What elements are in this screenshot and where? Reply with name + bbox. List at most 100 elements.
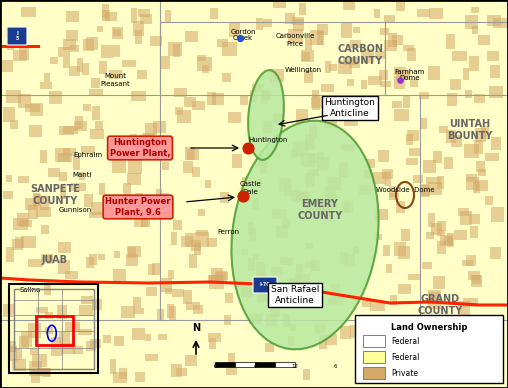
Bar [6,175,12,182]
Bar [299,3,306,16]
Bar [383,245,390,256]
Bar [45,312,53,319]
Bar [135,207,147,220]
Bar [305,38,311,50]
Bar [429,8,443,19]
Bar [386,264,392,273]
Bar [300,285,313,298]
Bar [340,326,352,339]
Bar [133,298,141,308]
Bar [192,101,205,111]
Bar [409,148,421,156]
Bar [64,39,76,50]
Bar [25,104,40,112]
Bar [331,284,339,297]
Bar [228,113,241,123]
Bar [322,84,334,92]
Bar [168,42,182,56]
Bar [389,186,396,197]
Text: Gordon
Creek: Gordon Creek [230,28,256,42]
Bar [420,118,427,129]
Bar [396,69,410,80]
Text: Castle
Dale: Castle Dale [239,182,261,194]
Bar [83,39,94,51]
Bar [427,341,438,351]
Bar [102,45,113,58]
Bar [171,364,182,377]
Bar [344,111,358,126]
Bar [205,180,211,188]
Bar [324,212,331,221]
Bar [463,298,478,307]
Bar [292,17,303,25]
Bar [174,88,187,97]
Bar [112,159,126,173]
Bar [49,91,61,104]
Text: San Rafael
Anticline: San Rafael Anticline [271,285,319,305]
Bar [40,150,47,163]
Bar [437,230,445,236]
Bar [142,133,155,141]
Bar [378,150,389,161]
Bar [273,114,282,124]
Bar [318,152,324,160]
Text: Carbonville
Price: Carbonville Price [275,33,314,47]
Bar [47,255,53,263]
Bar [144,334,151,341]
Bar [374,9,380,18]
Bar [407,48,416,61]
Bar [312,96,320,110]
Bar [89,212,103,218]
Bar [463,334,474,348]
Bar [464,356,478,365]
Text: EMERY
COUNTY: EMERY COUNTY [297,199,342,221]
Bar [145,354,158,361]
Bar [192,240,202,251]
Bar [358,370,365,379]
Text: 6: 6 [253,364,257,369]
Bar [485,196,493,204]
Bar [282,219,290,229]
Bar [183,289,193,304]
Bar [426,177,441,184]
Bar [37,206,51,217]
Bar [446,130,456,143]
Bar [353,102,363,109]
Bar [73,346,83,354]
Bar [462,260,472,267]
Bar [347,80,355,86]
Bar [252,85,264,92]
Bar [406,130,419,141]
Bar [241,249,248,255]
Bar [394,242,406,256]
Bar [471,26,478,34]
Bar [58,153,72,162]
Bar [172,289,184,296]
Bar [58,47,70,57]
Bar [91,202,105,215]
Bar [208,333,221,342]
Bar [185,31,199,42]
Bar [414,175,423,183]
Bar [135,29,142,44]
Bar [487,51,499,61]
Bar [438,357,452,370]
Bar [451,135,462,147]
Bar [491,207,504,222]
Bar [78,329,92,335]
Bar [86,37,98,50]
Bar [83,104,91,111]
Bar [454,230,467,240]
Bar [228,353,235,365]
Bar [37,368,50,376]
Bar [59,126,74,135]
Bar [310,260,321,271]
Bar [177,109,190,123]
Bar [295,274,310,289]
Bar [422,262,432,269]
Bar [58,242,71,253]
Bar [18,176,29,183]
Bar [458,208,469,216]
Bar [437,221,447,231]
Bar [350,325,362,338]
